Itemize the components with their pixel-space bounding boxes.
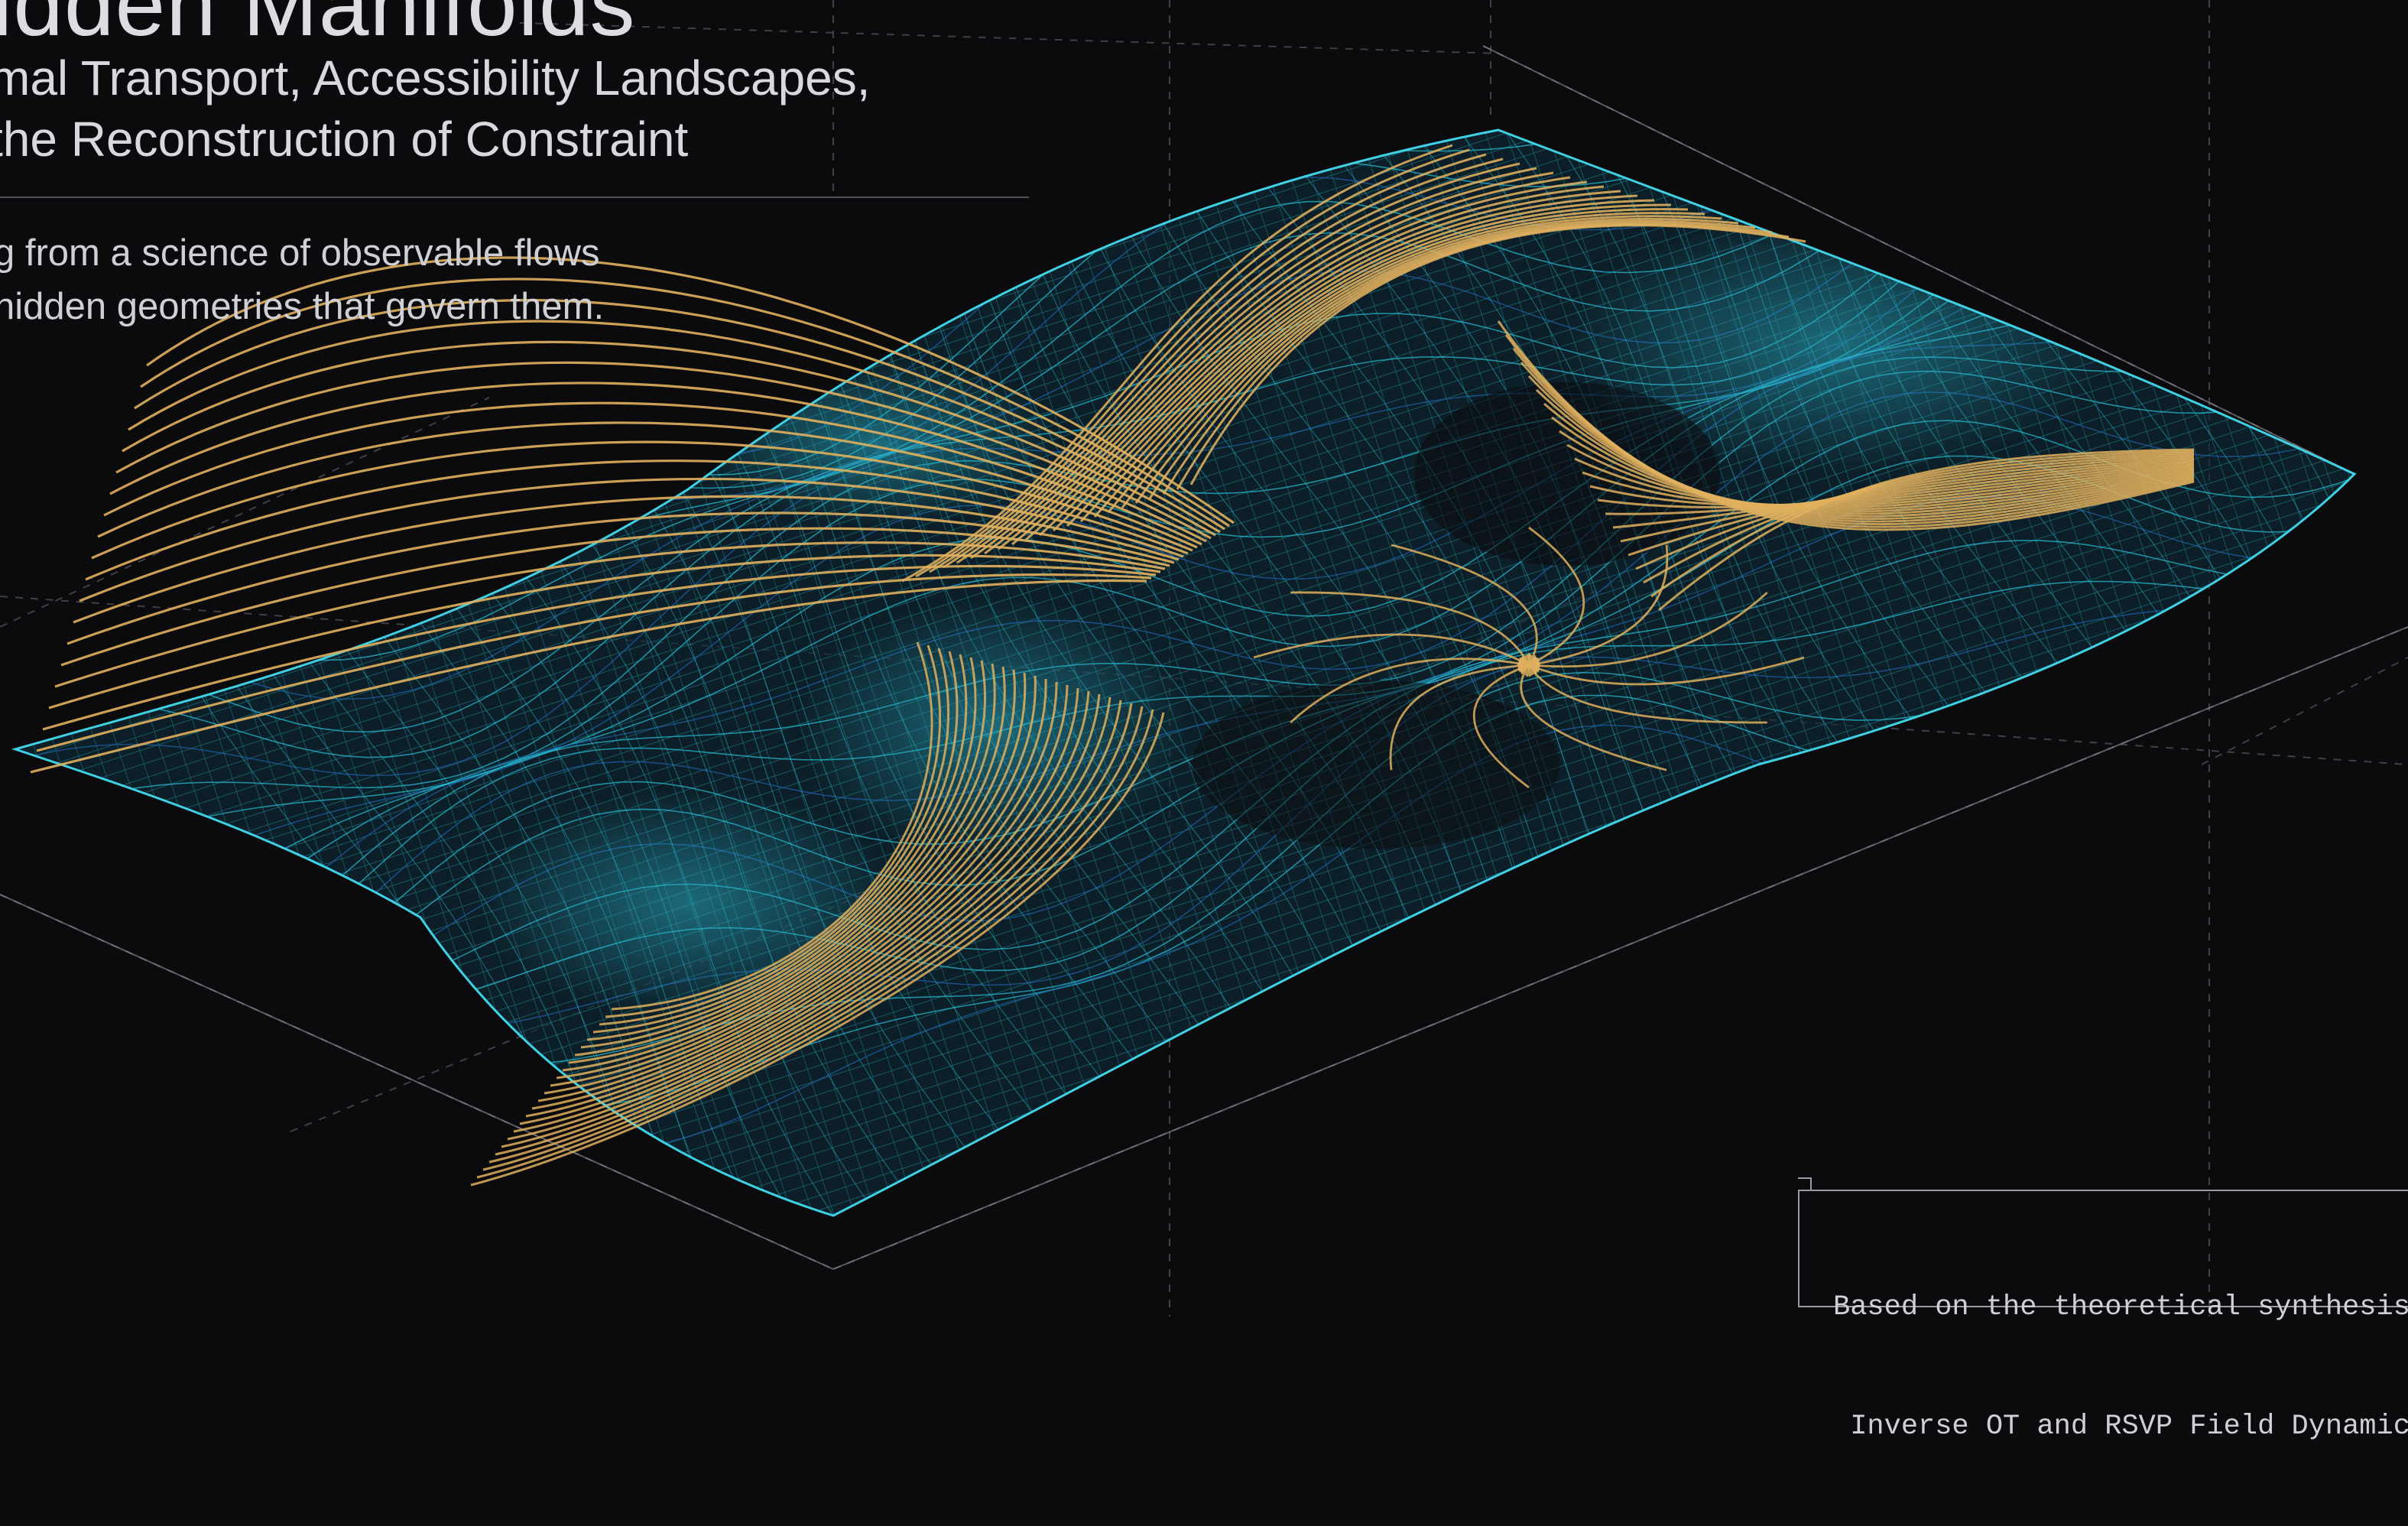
mesh-line [2350,0,2408,1307]
credit-line: Based on the theoretical synthesis [1833,1287,2408,1327]
poster-subtitle: mal Transport, Accessibility Landscapes,… [0,47,871,170]
mesh-line [2163,0,2408,1307]
tagline-line: hidden geometries that govern them. [0,280,604,333]
guide-line [2202,657,2408,765]
mesh-line [2075,0,2408,1307]
credit-text: Based on the theoretical synthesis Inver… [1833,1208,2408,1526]
credit-line: Inverse OT and RSVP Field Dynamic [1833,1407,2408,1446]
mesh-line [2395,0,2408,1307]
tagline-line: g from a science of observable flows [0,226,604,280]
title-divider [0,196,1029,198]
mesh-line [2033,0,2408,1307]
subtitle-line: mal Transport, Accessibility Landscapes, [0,47,871,109]
mesh-line [2209,0,2408,1307]
subtitle-line: the Reconstruction of Constraint [0,109,871,170]
poster: idden Manifolds mal Transport, Accessibi… [0,0,2408,1317]
mesh-line [2257,0,2408,1307]
mesh-line [2118,0,2408,1307]
mesh-line [2304,0,2408,1307]
poster-tagline: g from a science of observable flows hid… [0,226,604,333]
